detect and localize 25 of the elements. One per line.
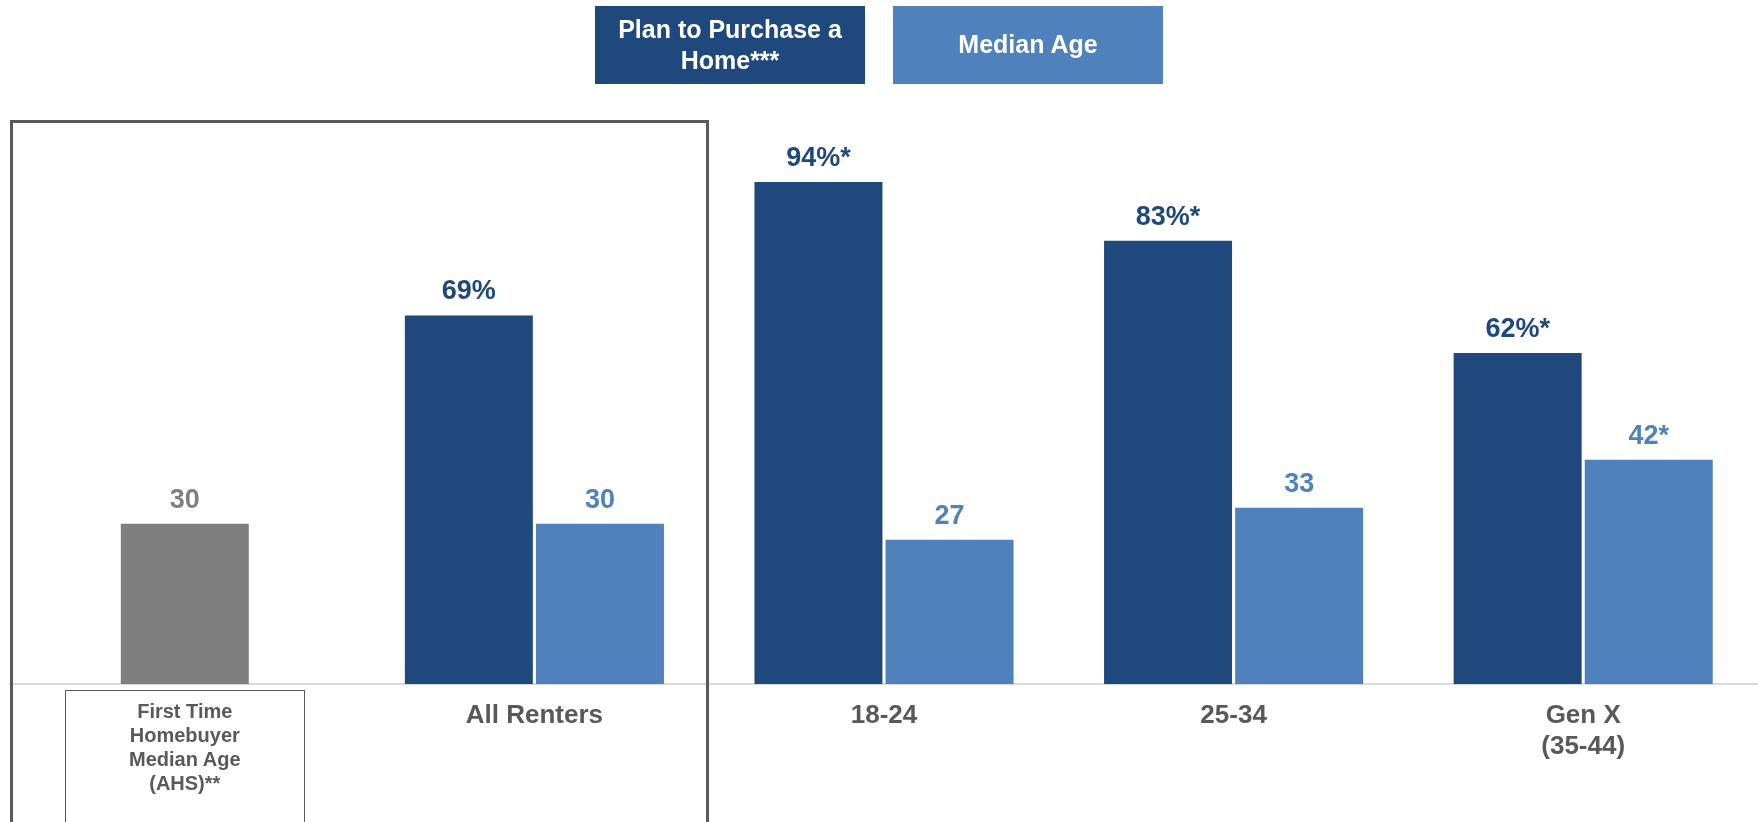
bar: [1235, 507, 1364, 684]
text: Median Age: [893, 6, 1163, 84]
data-label: 42*: [1628, 419, 1670, 450]
data-label: 69%: [441, 275, 496, 306]
data-label: 27: [934, 499, 965, 530]
x-tick-label: Gen X (35-44): [1541, 698, 1626, 760]
bar: [754, 182, 883, 684]
bar: [885, 539, 1014, 684]
bar: [120, 523, 249, 684]
data-label: 62%*: [1485, 312, 1551, 343]
bar: [1104, 240, 1233, 684]
x-tick-label: 18-24: [850, 698, 918, 729]
data-label: 83%*: [1135, 200, 1201, 231]
bar: [404, 315, 533, 684]
x-tick-label: All Renters: [465, 698, 604, 729]
bar: [1584, 459, 1713, 684]
data-label: 33: [1284, 467, 1315, 498]
x-tick-label: 25-34: [1200, 698, 1268, 729]
bar: [1453, 352, 1582, 684]
data-label: 30: [584, 483, 615, 514]
bar: [535, 523, 664, 684]
text: Plan to Purchase a Home***: [595, 6, 865, 84]
data-label: 94%*: [786, 141, 852, 172]
data-label: 30: [169, 483, 200, 514]
x-tick-label: First Time Homebuyer Median Age (AHS)**: [129, 699, 241, 794]
